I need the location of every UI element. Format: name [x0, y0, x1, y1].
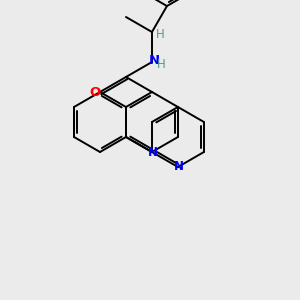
Text: N: N [174, 160, 184, 173]
Text: O: O [89, 85, 100, 98]
Text: N: N [148, 55, 160, 68]
Text: H: H [157, 58, 165, 71]
Text: H: H [156, 28, 164, 41]
Text: N: N [148, 146, 158, 158]
